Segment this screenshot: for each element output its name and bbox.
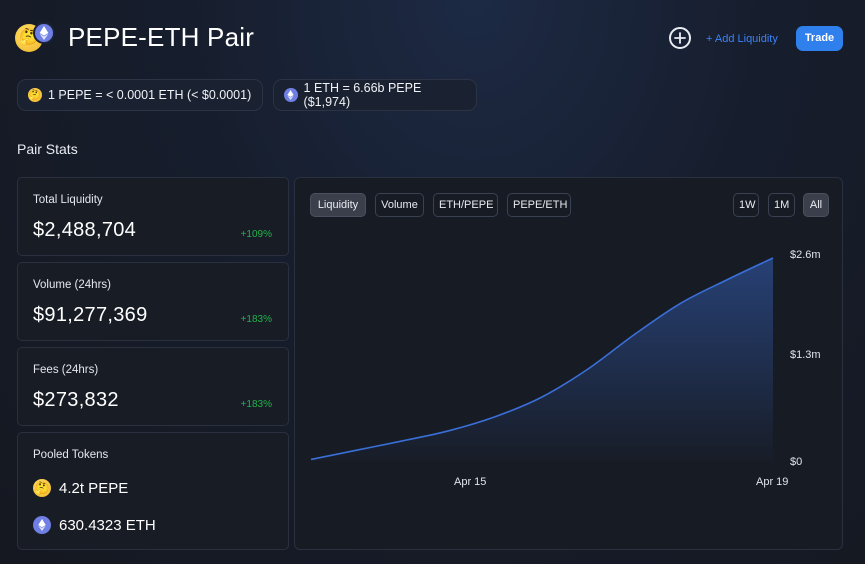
total-liquidity-value: $2,488,704 bbox=[33, 219, 137, 241]
fees-label: Fees (24hrs) bbox=[33, 364, 99, 376]
volume-change: +183% bbox=[240, 314, 272, 325]
chart-panel: Liquidity Volume ETH/PEPE PEPE/ETH 1W 1M… bbox=[294, 177, 843, 550]
thinking-face-icon: 🤔 bbox=[33, 479, 51, 497]
y-tick-label: $1.3m bbox=[790, 349, 821, 361]
fees-card: Fees (24hrs) $273,832 +183% bbox=[17, 347, 289, 426]
tab-liquidity[interactable]: Liquidity bbox=[310, 193, 366, 217]
add-circle-icon[interactable] bbox=[669, 27, 691, 49]
range-1w[interactable]: 1W bbox=[733, 193, 759, 217]
pooled-eth-row: 630.4323 ETH bbox=[33, 516, 156, 534]
page-title: PEPE-ETH Pair bbox=[68, 22, 255, 52]
total-liquidity-change: +109% bbox=[240, 229, 272, 240]
pepe-price-text: 1 PEPE = < 0.0001 ETH (< $0.0001) bbox=[48, 88, 252, 102]
x-tick-label: Apr 19 bbox=[756, 476, 789, 488]
range-1m[interactable]: 1M bbox=[768, 193, 795, 217]
ethereum-icon bbox=[33, 22, 55, 44]
thinking-face-icon: 🤔 bbox=[28, 88, 42, 102]
volume-label: Volume (24hrs) bbox=[33, 279, 111, 291]
pooled-tokens-card: Pooled Tokens 🤔 4.2t PEPE 630.4323 ETH bbox=[17, 432, 289, 550]
pair-stats-title: Pair Stats bbox=[17, 141, 78, 157]
fees-change: +183% bbox=[240, 399, 272, 410]
pepe-price-pill[interactable]: 🤔 1 PEPE = < 0.0001 ETH (< $0.0001) bbox=[17, 79, 263, 111]
pair-icons: 🤔 bbox=[15, 22, 57, 54]
ethereum-icon bbox=[284, 88, 298, 102]
add-liquidity-button[interactable]: + Add Liquidity bbox=[706, 33, 778, 45]
range-all[interactable]: All bbox=[803, 193, 829, 217]
total-liquidity-card: Total Liquidity $2,488,704 +109% bbox=[17, 177, 289, 256]
ethereum-icon bbox=[33, 516, 51, 534]
x-tick-label: Apr 15 bbox=[454, 476, 487, 488]
eth-price-pill[interactable]: 1 ETH = 6.66b PEPE ($1,974) bbox=[273, 79, 477, 111]
pooled-tokens-label: Pooled Tokens bbox=[33, 449, 109, 461]
volume-card: Volume (24hrs) $91,277,369 +183% bbox=[17, 262, 289, 341]
total-liquidity-label: Total Liquidity bbox=[33, 194, 103, 206]
y-tick-label: $2.6m bbox=[790, 249, 821, 261]
tab-pepe-eth[interactable]: PEPE/ETH bbox=[507, 193, 571, 217]
y-tick-label: $0 bbox=[790, 456, 803, 468]
trade-button[interactable]: Trade bbox=[796, 26, 843, 51]
page-header: 🤔 PEPE-ETH Pair + Add Liquidity Trade bbox=[0, 0, 865, 78]
liquidity-area-chart[interactable] bbox=[295, 178, 844, 551]
pooled-eth-amount: 630.4323 ETH bbox=[59, 516, 156, 534]
eth-price-text: 1 ETH = 6.66b PEPE ($1,974) bbox=[303, 81, 422, 109]
tab-eth-pepe[interactable]: ETH/PEPE bbox=[433, 193, 498, 217]
fees-value: $273,832 bbox=[33, 389, 119, 411]
liquidity-area-fill bbox=[311, 258, 773, 461]
pooled-pepe-row: 🤔 4.2t PEPE bbox=[33, 479, 128, 497]
volume-value: $91,277,369 bbox=[33, 304, 148, 326]
tab-volume[interactable]: Volume bbox=[375, 193, 424, 217]
pooled-pepe-amount: 4.2t PEPE bbox=[59, 479, 129, 497]
